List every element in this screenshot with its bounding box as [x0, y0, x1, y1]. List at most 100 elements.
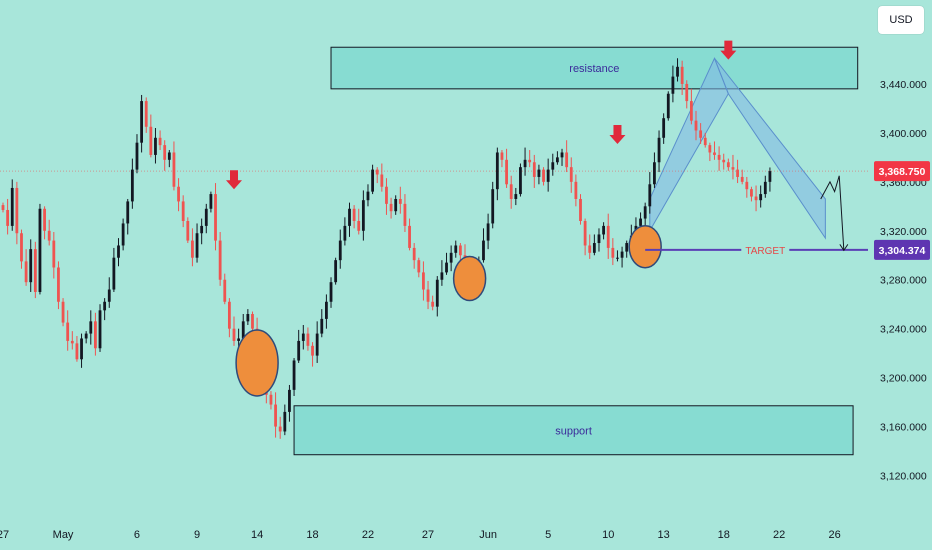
- x-tick-label: 14: [251, 529, 263, 541]
- candle-body: [565, 152, 569, 168]
- candle-body: [389, 203, 393, 212]
- x-tick-label: 18: [718, 529, 730, 541]
- x-tick-label: 10: [602, 529, 614, 541]
- candle-body: [754, 196, 758, 201]
- candle-body: [241, 321, 245, 339]
- candle-body: [10, 187, 14, 226]
- candle-body: [560, 152, 564, 158]
- candle-body: [602, 225, 605, 235]
- candle-body: [375, 169, 379, 175]
- candle-body: [514, 194, 518, 199]
- candle-body: [283, 411, 287, 432]
- candle-body: [209, 194, 213, 209]
- x-tick-label: Jun: [479, 529, 497, 541]
- candle-body: [172, 152, 176, 187]
- candle-body: [144, 101, 148, 127]
- candle-body: [454, 245, 458, 253]
- candle-body: [440, 272, 444, 280]
- candle-body: [458, 245, 462, 256]
- candle-body: [417, 260, 421, 273]
- candle-body: [394, 198, 398, 212]
- candle-body: [66, 322, 70, 341]
- candle-body: [546, 169, 550, 182]
- candle-body: [689, 101, 693, 121]
- candle-body: [708, 145, 712, 153]
- candle-body: [126, 201, 130, 224]
- candle-body: [320, 318, 324, 334]
- candle-body: [306, 333, 310, 346]
- x-tick-label: 26: [828, 529, 840, 541]
- support-marker-2: [452, 255, 487, 302]
- candle-body: [75, 343, 79, 360]
- candle-body: [731, 167, 735, 170]
- candle-body: [532, 162, 536, 177]
- x-tick-label: 22: [362, 529, 374, 541]
- candle-body: [736, 169, 739, 177]
- candle-body: [107, 289, 111, 302]
- candle-body: [154, 137, 157, 155]
- candle-body: [713, 152, 716, 155]
- candle-body: [140, 101, 143, 143]
- candle-body: [616, 257, 619, 259]
- candle-body: [606, 225, 610, 248]
- candle-body: [343, 225, 347, 241]
- candle-body: [301, 333, 305, 341]
- candle-body: [232, 328, 236, 341]
- support-zone[interactable]: [293, 405, 854, 456]
- candle-body: [237, 338, 241, 341]
- candle-body: [288, 389, 291, 412]
- candle-body: [38, 208, 42, 292]
- candle-body: [657, 137, 661, 163]
- candle-body: [768, 171, 772, 182]
- candle-body: [269, 394, 273, 405]
- candle-body: [29, 249, 33, 283]
- candle-body: [408, 225, 411, 248]
- candle-body: [186, 221, 190, 241]
- candle-body: [163, 145, 167, 160]
- candle-body: [112, 257, 116, 290]
- falling-channel: [714, 57, 826, 240]
- candle-body: [500, 152, 504, 160]
- candle-body: [403, 203, 407, 226]
- candle-body: [763, 181, 767, 195]
- candle-body: [311, 345, 314, 356]
- candle-body: [338, 240, 342, 261]
- candle-body: [70, 340, 74, 344]
- projection-path: [820, 175, 845, 251]
- resistance-zone[interactable]: [330, 46, 859, 90]
- candle-body: [666, 93, 670, 119]
- y-tick-label: 3,400.000: [880, 128, 927, 140]
- candle-body: [158, 137, 162, 146]
- candle-body: [685, 83, 689, 102]
- candle-body: [398, 198, 402, 204]
- candle-body: [357, 221, 361, 231]
- y-tick-label: 3,200.000: [880, 373, 927, 385]
- x-tick-label: May: [53, 529, 74, 541]
- candle-body: [750, 189, 753, 197]
- candle-body: [551, 162, 555, 170]
- candle-body: [412, 247, 416, 261]
- candle-body: [426, 289, 430, 302]
- candle-body: [579, 198, 582, 221]
- candle-body: [643, 206, 647, 219]
- candle-body: [251, 314, 254, 329]
- candle-body: [491, 189, 495, 224]
- candle-body: [449, 252, 453, 263]
- down-arrow-icon: [609, 125, 626, 145]
- candle-body: [167, 152, 171, 160]
- x-tick-label: 5: [545, 529, 551, 541]
- candle-body: [597, 234, 601, 244]
- candle-body: [583, 221, 587, 246]
- x-tick-label: 6: [134, 529, 140, 541]
- currency-button[interactable]: USD: [878, 6, 924, 34]
- candle-body: [43, 208, 46, 231]
- candle-body: [103, 301, 107, 311]
- candle-body: [509, 184, 513, 199]
- candle-body: [61, 301, 65, 323]
- candle-body: [745, 181, 749, 190]
- x-tick-label: 27: [0, 529, 9, 541]
- candle-body: [246, 314, 250, 322]
- candle-body: [380, 174, 384, 187]
- candle-body: [717, 154, 721, 160]
